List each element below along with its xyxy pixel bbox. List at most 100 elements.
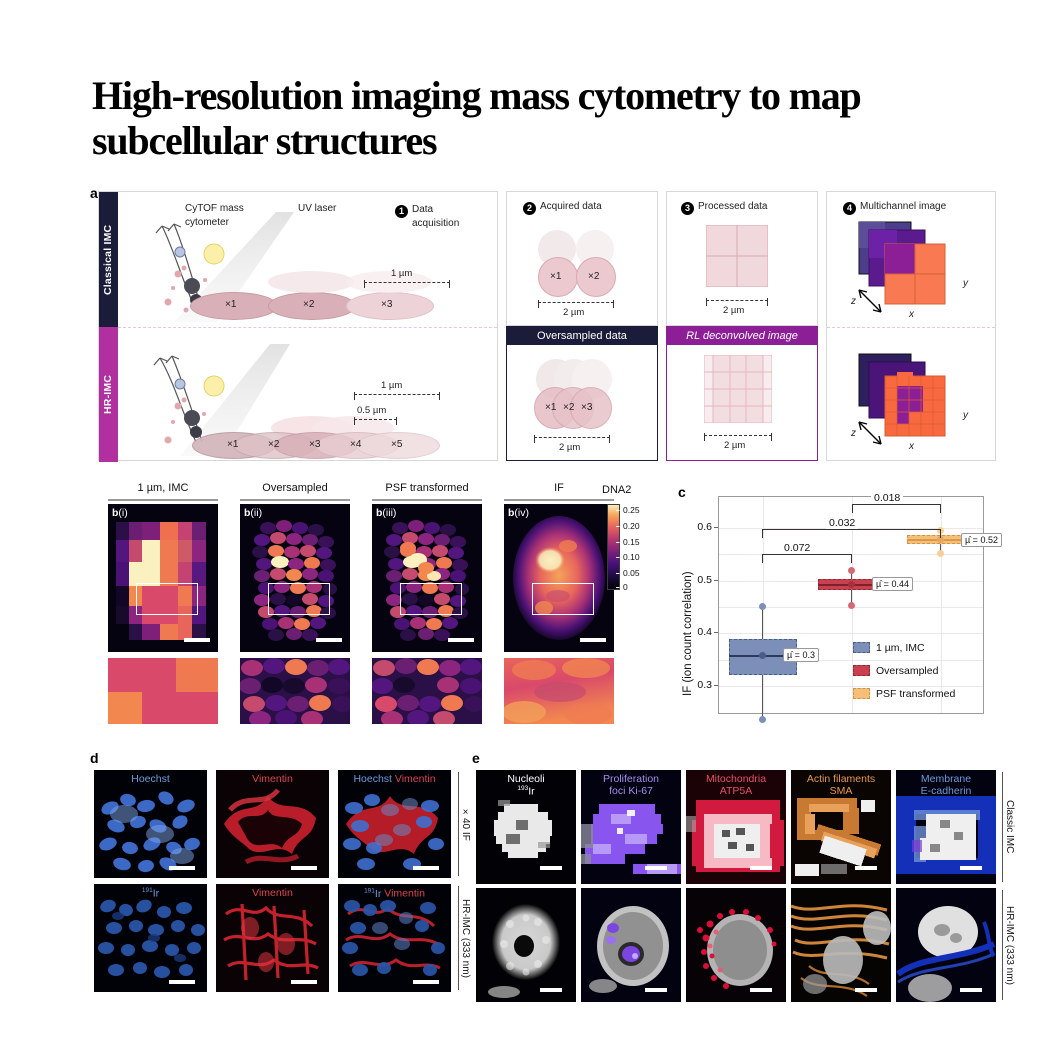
step1-title-line2: acquisition — [412, 218, 460, 229]
panel-d-label-0-2: Hoechst Vimentin — [338, 773, 451, 785]
heatmap-imc-1um — [108, 504, 218, 652]
crater-label-classical-2: ×2 — [303, 299, 315, 310]
classic-atp5a-image — [686, 770, 786, 884]
step-number-2: 2 — [523, 202, 536, 215]
panel-e-label-2-line1: Mitochondria — [705, 773, 767, 785]
rl-grid-4x4 — [704, 355, 772, 423]
processed-grid-2x2 — [706, 225, 768, 287]
classic-sma-image — [791, 770, 891, 884]
panel-c-gridline-h-6 — [719, 686, 983, 687]
hr-sma-image — [791, 888, 891, 1002]
scalebar-hr-05um-label: 0.5 µm — [357, 405, 387, 416]
panel-d-scalebar-1-1 — [291, 980, 317, 984]
over-spot-label-1: ×1 — [545, 402, 557, 413]
crater-label-classical-3: ×3 — [381, 299, 393, 310]
panel-e-image-1-2 — [686, 888, 786, 1002]
panel-e-letter: e — [472, 750, 480, 766]
panel-e-row-label-1: HR-IMC (333 nm) — [1004, 905, 1015, 985]
panel-c-letter: c — [678, 484, 686, 500]
step4-title: 4 Multichannel image — [843, 201, 946, 215]
hrimc-191ir-image — [94, 884, 207, 992]
panel-e-scalebar-1-0 — [540, 988, 562, 992]
plume-arrows-hr — [153, 355, 225, 444]
row-label-hr-imc: HR-IMC — [99, 327, 118, 462]
rl-deconvolved-card: RL deconvolved image 2 µm — [666, 326, 818, 461]
panel-e-scalebar-1-4 — [960, 988, 982, 992]
panel-e-scalebar-0-1 — [645, 866, 667, 870]
if-hoechst-image — [94, 770, 207, 878]
step2-title: 2 Acquired data — [523, 201, 602, 215]
panel-d: Hoechst Vimentin — [88, 748, 471, 1014]
panel-d-label-0-2-a: Hoechst — [353, 773, 392, 785]
acq-spot-label-2: ×2 — [588, 271, 600, 282]
panel-b-rule-cbar — [596, 499, 614, 501]
panel-b-column-header-3: IF — [554, 482, 564, 494]
panel-c-pvalue-2: 0.018 — [871, 492, 904, 504]
panel-c-mean-annotation-1: µ̂ = 0.44 — [872, 577, 913, 591]
step2-scalebar — [538, 299, 614, 308]
crater-classical-3 — [346, 292, 434, 320]
panel-b-roi-0 — [136, 583, 198, 615]
panel-b-scalebar-3 — [580, 638, 606, 642]
panel-a: Classical IMC HR-IMC 1 Data acquisition C… — [88, 183, 1006, 462]
panel-d-row-label-1: HR-IMC (333 nm) — [460, 898, 471, 978]
oversampled-card: Oversampled data ×1 ×2 ×3 2 µm — [506, 326, 658, 461]
panel-c-ytick-3: 0.3 — [697, 679, 712, 691]
over-spot-3 — [570, 387, 612, 429]
panel-c-bracket-1 — [762, 529, 941, 538]
panel-c-ytick-2: 0.4 — [697, 626, 712, 638]
colorbar-title: DNA2 — [602, 484, 632, 496]
panel-e-image-1-0 — [476, 888, 576, 1002]
panel-c-gridline-v-2 — [941, 497, 942, 713]
panel-b-rule-3 — [504, 499, 614, 501]
panel-b-rule-1 — [240, 499, 350, 501]
panel-e-label-3-line2: SMA — [829, 785, 853, 798]
crater-hr-5 — [356, 432, 440, 459]
panel-c-point-2-2 — [937, 550, 944, 557]
panel-d-label-0-0: Hoechst — [131, 773, 170, 785]
step-number-4: 4 — [843, 202, 856, 215]
colorbar-tick-0: 0.25 — [623, 505, 640, 515]
axis-z-hr: z — [851, 428, 856, 439]
panel-c-y-axis-label: IF (ion count correlation) — [682, 571, 694, 696]
panel-d-side-rule-0 — [458, 772, 459, 876]
panel-c-ytickmark-0 — [714, 527, 718, 528]
panel-e-label-0-line2: 193Ir — [517, 785, 535, 798]
panel-c-mean-annotation-2: µ̂ = 0.52 — [961, 533, 1002, 547]
panel-b-scalebar-2 — [448, 638, 474, 642]
panel-c-legend-swatch-1 — [853, 665, 870, 676]
crater-label-hr-1: ×1 — [227, 439, 239, 450]
row-divider — [118, 327, 497, 328]
zoom-strip-imc — [108, 658, 218, 724]
oversampled-scalebar — [534, 434, 610, 443]
panel-c-ytick-0: 0.6 — [697, 521, 712, 533]
hr-atp5a-image — [686, 888, 786, 1002]
panel-e-scalebar-0-2 — [750, 866, 772, 870]
panel-c-mean-annotation-0: µ̂ = 0.3 — [783, 648, 819, 662]
panel-d-label-1-0: 191Ir — [94, 887, 207, 900]
panel-d-label-1-0-sup: 191 — [141, 887, 153, 894]
panel-e-row-label-0: Classic IMC — [1004, 800, 1015, 854]
over-spot-label-3: ×3 — [581, 402, 593, 413]
multichannel-stack-hr — [858, 353, 946, 445]
panel-c-point-1-1 — [848, 581, 855, 588]
panel-d-label-1-2-b: Vimentin — [384, 887, 425, 900]
crater-label-hr-3: ×3 — [309, 439, 321, 450]
step3-card: 3 Processed data 2 µm — [666, 191, 818, 326]
panel-e-image-0-1: Proliferation foci Ki-67 — [581, 770, 681, 884]
over-spot-label-2: ×2 — [563, 402, 575, 413]
panel-e-label-4-line2: E-cadherin — [920, 785, 972, 798]
hr-ecadherin-image — [896, 888, 996, 1002]
row-label-classical-imc: Classical IMC — [99, 192, 118, 327]
panel-c-point-0-2 — [759, 716, 766, 723]
panel-b-tag-3: b(iv) — [508, 507, 529, 519]
crater-classical-2 — [268, 292, 356, 320]
panel-b-image-2: b(iii) — [372, 504, 482, 652]
panel-b-zoom-0 — [108, 658, 218, 724]
panel-b-scalebar-0 — [184, 638, 210, 642]
colorbar-tick-3: 0.10 — [623, 552, 640, 562]
multichannel-stack-classical — [858, 221, 946, 313]
step1-card: Classical IMC HR-IMC 1 Data acquisition C… — [98, 191, 498, 462]
panel-b-tag-0: b(i) — [112, 507, 128, 519]
panel-e-scalebar-0-4 — [960, 866, 982, 870]
